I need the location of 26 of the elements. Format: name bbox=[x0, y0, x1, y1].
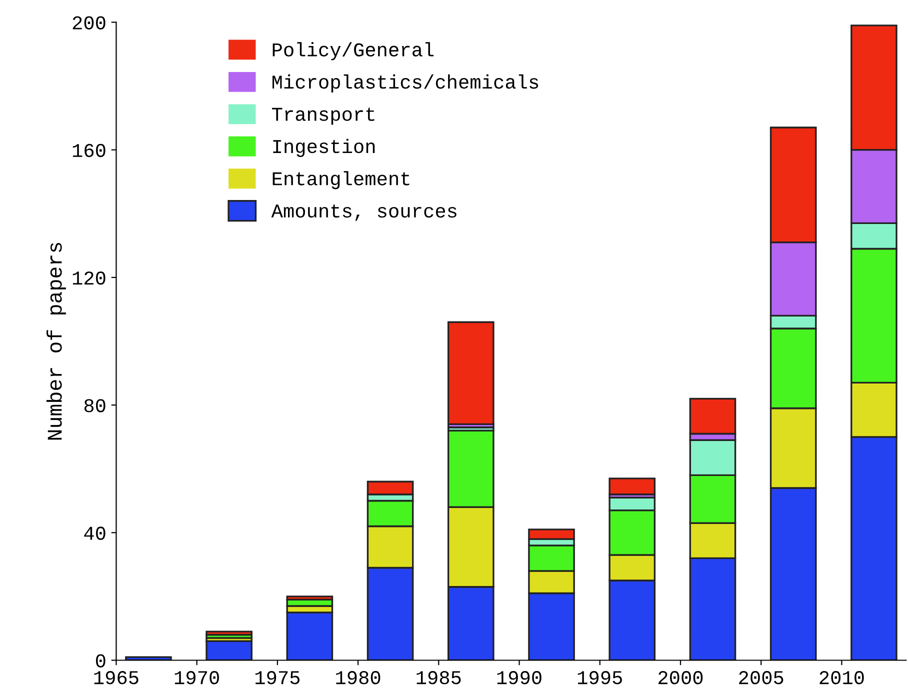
x-tick-label: 1975 bbox=[256, 671, 300, 684]
x-tick-label: 1990 bbox=[497, 671, 542, 684]
bar bbox=[206, 630, 252, 636]
legend-label: Amounts, sources bbox=[271, 204, 456, 221]
x-tick-label: 1965 bbox=[94, 671, 138, 684]
x-tick-label: 1970 bbox=[174, 671, 219, 684]
legend-label: Policy/General bbox=[272, 42, 434, 60]
x-tick-label: 1985 bbox=[416, 671, 461, 684]
x-tick-label: 2000 bbox=[658, 671, 703, 684]
y-tick-label: 0 bbox=[96, 654, 106, 668]
x-tick-label: 2005 bbox=[739, 671, 784, 684]
x-tick-label: 1980 bbox=[336, 671, 380, 684]
legend-label: Ingestion bbox=[273, 138, 375, 157]
x-tick-label: 2010 bbox=[820, 671, 864, 684]
y-tick-label: 160 bbox=[72, 144, 106, 158]
y-axis-title: Number of papers bbox=[46, 242, 66, 440]
legend-label: Microplastics/chemicals bbox=[272, 74, 538, 93]
x-tick-label: 1995 bbox=[578, 671, 622, 684]
y-tick-label: 200 bbox=[72, 16, 106, 30]
bar bbox=[608, 478, 656, 496]
bar bbox=[447, 321, 494, 426]
y-tick-label: 80 bbox=[84, 399, 106, 412]
y-tick-label: 40 bbox=[84, 526, 106, 540]
legend-label: Entanglement bbox=[272, 171, 410, 190]
legend-label: Transport bbox=[272, 108, 374, 125]
y-tick-label: 120 bbox=[72, 271, 106, 285]
